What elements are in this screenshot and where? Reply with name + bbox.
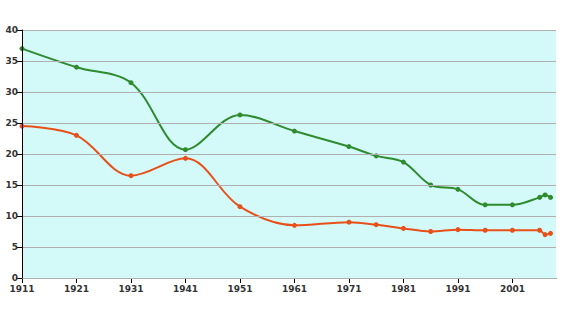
svg-text:1951: 1951 xyxy=(227,284,252,294)
svg-text:20: 20 xyxy=(5,149,18,159)
svg-text:1971: 1971 xyxy=(336,284,361,294)
svg-text:30: 30 xyxy=(5,87,18,97)
svg-text:1981: 1981 xyxy=(391,284,416,294)
svg-text:1991: 1991 xyxy=(445,284,470,294)
svg-text:1921: 1921 xyxy=(64,284,89,294)
svg-text:10: 10 xyxy=(5,211,18,221)
svg-text:25: 25 xyxy=(5,118,18,128)
svg-text:1941: 1941 xyxy=(173,284,198,294)
svg-text:35: 35 xyxy=(5,56,18,66)
svg-text:40: 40 xyxy=(5,25,18,35)
svg-text:15: 15 xyxy=(5,180,18,190)
svg-text:1911: 1911 xyxy=(9,284,34,294)
svg-text:2001: 2001 xyxy=(500,284,525,294)
svg-text:1931: 1931 xyxy=(118,284,143,294)
svg-text:5: 5 xyxy=(12,242,18,252)
svg-text:0: 0 xyxy=(12,273,18,283)
svg-text:1961: 1961 xyxy=(282,284,307,294)
